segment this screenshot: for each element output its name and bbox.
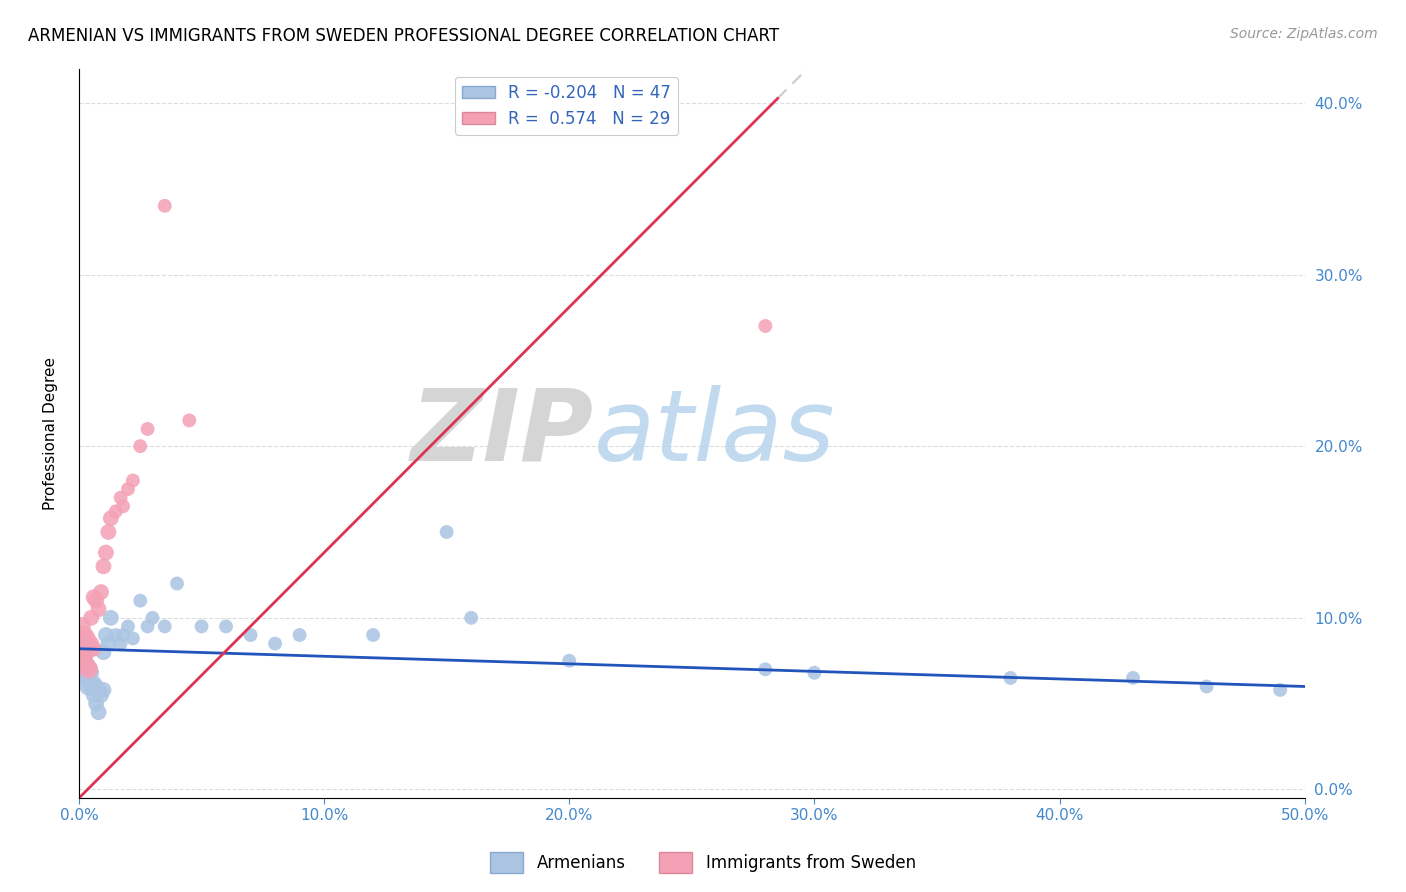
Point xyxy=(87,705,110,719)
Point xyxy=(110,636,132,650)
Point xyxy=(112,628,135,642)
Point xyxy=(70,654,93,668)
Point xyxy=(100,511,122,525)
Point xyxy=(112,500,135,514)
Point xyxy=(754,662,776,676)
Point xyxy=(110,491,132,505)
Point xyxy=(215,619,238,633)
Point xyxy=(70,645,93,659)
Point xyxy=(190,619,212,633)
Point xyxy=(75,632,97,646)
Point xyxy=(288,628,311,642)
Point xyxy=(93,645,115,659)
Point xyxy=(141,611,163,625)
Point xyxy=(73,654,96,668)
Point xyxy=(117,619,139,633)
Point xyxy=(93,682,115,697)
Point xyxy=(100,611,122,625)
Point xyxy=(97,524,120,539)
Point xyxy=(179,413,201,427)
Point xyxy=(361,628,384,642)
Point xyxy=(84,593,107,607)
Point xyxy=(1195,680,1218,694)
Text: ARMENIAN VS IMMIGRANTS FROM SWEDEN PROFESSIONAL DEGREE CORRELATION CHART: ARMENIAN VS IMMIGRANTS FROM SWEDEN PROFE… xyxy=(28,27,779,45)
Point xyxy=(73,665,96,680)
Point xyxy=(1000,671,1022,685)
Point xyxy=(77,641,100,656)
Point xyxy=(84,680,107,694)
Point xyxy=(97,636,120,650)
Point xyxy=(153,619,176,633)
Point xyxy=(83,591,105,605)
Point xyxy=(129,593,152,607)
Point xyxy=(90,688,112,702)
Point xyxy=(460,611,482,625)
Point xyxy=(77,680,100,694)
Point xyxy=(70,619,93,633)
Point xyxy=(77,662,100,676)
Point xyxy=(558,654,581,668)
Point xyxy=(94,545,117,559)
Point xyxy=(239,628,262,642)
Point xyxy=(754,318,776,333)
Point xyxy=(77,662,100,676)
Text: Source: ZipAtlas.com: Source: ZipAtlas.com xyxy=(1230,27,1378,41)
Point xyxy=(83,688,105,702)
Point xyxy=(75,659,97,673)
Point xyxy=(117,482,139,496)
Point xyxy=(83,676,105,690)
Point xyxy=(83,641,105,656)
Point xyxy=(84,697,107,711)
Point xyxy=(136,619,159,633)
Point xyxy=(93,559,115,574)
Text: atlas: atlas xyxy=(593,384,835,482)
Point xyxy=(122,632,145,646)
Point xyxy=(122,474,145,488)
Point xyxy=(80,665,103,680)
Point xyxy=(75,659,97,673)
Point xyxy=(166,576,188,591)
Point xyxy=(75,671,97,685)
Point xyxy=(104,504,127,518)
Text: ZIP: ZIP xyxy=(411,384,593,482)
Point xyxy=(87,602,110,616)
Point xyxy=(87,682,110,697)
Point xyxy=(136,422,159,436)
Point xyxy=(129,439,152,453)
Y-axis label: Professional Degree: Professional Degree xyxy=(44,357,58,510)
Point xyxy=(73,648,96,663)
Point xyxy=(1268,682,1291,697)
Point xyxy=(104,628,127,642)
Point xyxy=(90,585,112,599)
Point xyxy=(1122,671,1144,685)
Legend: Armenians, Immigrants from Sweden: Armenians, Immigrants from Sweden xyxy=(484,846,922,880)
Point xyxy=(80,611,103,625)
Point xyxy=(80,636,103,650)
Point xyxy=(94,628,117,642)
Point xyxy=(73,628,96,642)
Point xyxy=(70,641,93,656)
Legend: R = -0.204   N = 47, R =  0.574   N = 29: R = -0.204 N = 47, R = 0.574 N = 29 xyxy=(456,77,678,135)
Point xyxy=(803,665,825,680)
Point xyxy=(80,680,103,694)
Point xyxy=(264,636,287,650)
Point xyxy=(436,524,458,539)
Point xyxy=(153,199,176,213)
